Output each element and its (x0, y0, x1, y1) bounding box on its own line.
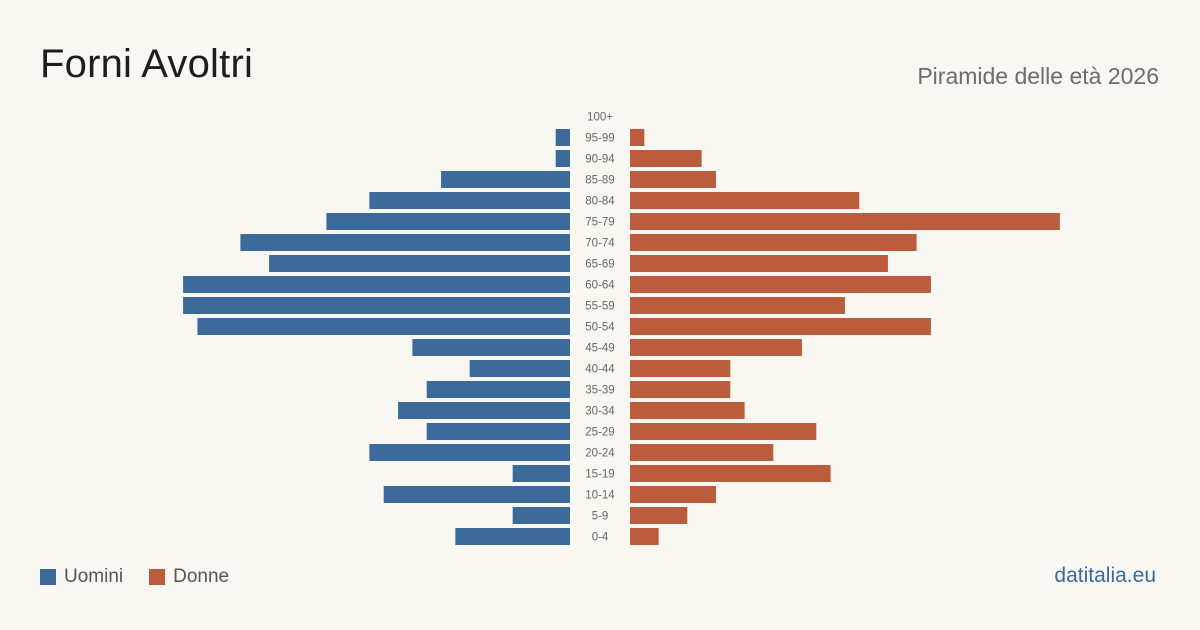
age-label-40-44: 40-44 (585, 364, 615, 376)
bar-men-35-39 (426, 381, 570, 398)
bar-men-25-29 (426, 423, 570, 440)
legend-label-men: Uomini (64, 566, 124, 587)
age-label-35-39: 35-39 (585, 385, 614, 397)
bar-men-30-34 (398, 402, 570, 419)
age-label-20-24: 20-24 (585, 448, 615, 460)
bar-women-60-64 (630, 276, 931, 293)
bar-women-25-29 (630, 423, 817, 440)
bar-women-95-99 (630, 129, 645, 146)
bar-women-50-54 (630, 318, 931, 335)
chart-subtitle: Piramide delle età 2026 (917, 63, 1159, 89)
legend-label-women: Donne (173, 566, 230, 587)
legend: Uomini Donne (40, 566, 255, 588)
bar-women-85-89 (630, 171, 716, 188)
bar-women-30-34 (630, 402, 745, 419)
bar-men-55-59 (183, 297, 570, 314)
bar-women-15-19 (630, 465, 831, 482)
bar-women-45-49 (630, 339, 802, 356)
bar-men-15-19 (512, 465, 570, 482)
bar-men-70-74 (240, 234, 570, 251)
age-label-15-19: 15-19 (585, 469, 614, 481)
legend-item-women: Donne (149, 566, 229, 588)
source-link[interactable]: datitalia.eu (1054, 564, 1156, 587)
age-label-100+: 100+ (587, 112, 613, 124)
bar-women-65-69 (630, 255, 888, 272)
age-label-95-99: 95-99 (585, 133, 614, 145)
age-label-0-4: 0-4 (592, 532, 609, 544)
bar-women-35-39 (630, 381, 731, 398)
age-label-75-79: 75-79 (585, 217, 614, 229)
page-title: Forni Avoltri (40, 42, 254, 86)
age-label-25-29: 25-29 (585, 427, 614, 439)
bar-women-80-84 (630, 192, 860, 209)
bar-women-90-94 (630, 150, 702, 167)
age-label-80-84: 80-84 (585, 196, 615, 208)
age-label-55-59: 55-59 (585, 301, 614, 313)
age-label-5-9: 5-9 (592, 511, 609, 523)
age-label-50-54: 50-54 (585, 322, 615, 334)
age-label-70-74: 70-74 (585, 238, 615, 250)
bar-men-50-54 (197, 318, 571, 335)
bar-men-65-69 (269, 255, 570, 272)
bar-men-60-64 (183, 276, 570, 293)
bar-men-5-9 (512, 507, 570, 524)
legend-swatch-women (149, 569, 166, 585)
age-label-10-14: 10-14 (585, 490, 615, 502)
bar-men-80-84 (369, 192, 570, 209)
age-label-65-69: 65-69 (585, 259, 614, 271)
legend-item-men: Uomini (40, 566, 123, 588)
bar-men-90-94 (555, 150, 570, 167)
age-label-90-94: 90-94 (585, 154, 615, 166)
age-label-30-34: 30-34 (585, 406, 615, 418)
bar-men-40-44 (469, 360, 570, 377)
bar-men-0-4 (455, 528, 570, 545)
bar-men-45-49 (412, 339, 570, 356)
bar-women-40-44 (630, 360, 731, 377)
bar-women-10-14 (630, 486, 716, 503)
bar-women-70-74 (630, 234, 917, 251)
age-label-45-49: 45-49 (585, 343, 614, 355)
bar-men-85-89 (441, 171, 570, 188)
bar-women-75-79 (630, 213, 1060, 230)
age-label-60-64: 60-64 (585, 280, 615, 292)
bar-men-20-24 (369, 444, 570, 461)
bar-men-75-79 (326, 213, 570, 230)
bar-men-95-99 (555, 129, 570, 146)
legend-swatch-men (40, 569, 56, 585)
age-label-85-89: 85-89 (585, 175, 614, 187)
bar-women-20-24 (630, 444, 774, 461)
bar-women-0-4 (630, 528, 659, 545)
bar-women-55-59 (630, 297, 845, 314)
bar-women-5-9 (630, 507, 688, 524)
bar-men-10-14 (383, 486, 570, 503)
